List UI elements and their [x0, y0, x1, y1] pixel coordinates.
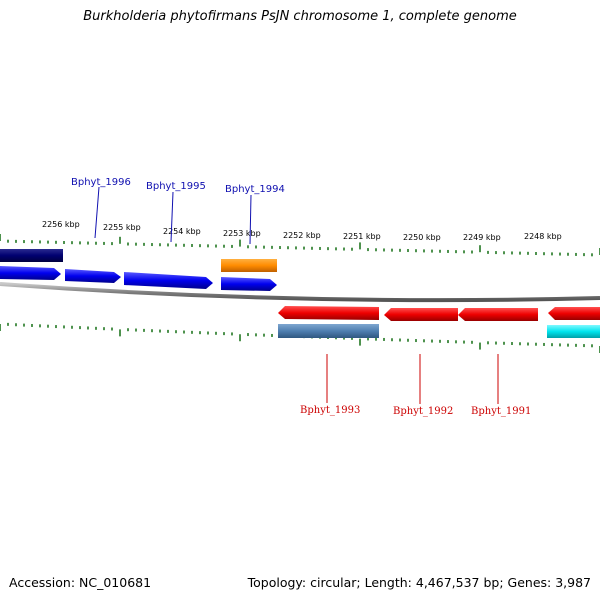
- gene-label-bphyt-1993[interactable]: Bphyt_1993: [300, 405, 360, 416]
- scale-label-2249: 2249 kbp: [463, 233, 501, 242]
- gene-forward-arrow-1[interactable]: [0, 266, 61, 280]
- leader-line-bphyt-1994: [249, 194, 252, 245]
- gene-label-bphyt-1992[interactable]: Bphyt_1992: [393, 406, 453, 417]
- gene-forward-navy[interactable]: [0, 249, 63, 262]
- accession-info: Accession: NC_010681: [9, 575, 152, 590]
- gene-forward-arrow-bphyt-1996[interactable]: [65, 269, 121, 283]
- scale-label-2254: 2254 kbp: [163, 227, 201, 236]
- gene-reverse-steelblue[interactable]: [278, 324, 379, 338]
- gene-forward-arrow-bphyt-1995[interactable]: [124, 272, 213, 289]
- map-title: Burkholderia phytofirmans PsJN chromosom…: [83, 9, 517, 24]
- scale-label-2250: 2250 kbp: [403, 233, 441, 242]
- gene-forward-orange-bphyt-1994[interactable]: [221, 259, 277, 272]
- gene-label-bphyt-1995[interactable]: Bphyt_1995: [146, 181, 206, 192]
- gene-reverse-arrow-bphyt-1992[interactable]: [384, 308, 458, 321]
- leader-line-bphyt-1996: [94, 186, 100, 239]
- gene-reverse-cyan[interactable]: [547, 325, 600, 338]
- gene-reverse-arrow-right[interactable]: [548, 307, 600, 320]
- gene-reverse-arrow-bphyt-1991[interactable]: [458, 308, 538, 321]
- scale-label-2253: 2253 kbp: [223, 229, 261, 238]
- chromosome-backbone: [0, 282, 600, 303]
- topology-info: Topology: circular; Length: 4,467,537 bp…: [247, 575, 591, 590]
- gene-label-bphyt-1991[interactable]: Bphyt_1991: [471, 406, 531, 417]
- scale-label-2251: 2251 kbp: [343, 232, 381, 241]
- gene-forward-arrow-bphyt-1994[interactable]: [221, 277, 277, 291]
- scale-label-2256: 2256 kbp: [42, 220, 80, 229]
- scale-label-2248: 2248 kbp: [524, 232, 562, 241]
- scale-label-2252: 2252 kbp: [283, 231, 321, 240]
- forward-scale-ticks: [0, 234, 600, 257]
- leader-line-bphyt-1995: [170, 191, 174, 243]
- gene-label-bphyt-1994[interactable]: Bphyt_1994: [225, 184, 285, 195]
- gene-reverse-arrow-bphyt-1993[interactable]: [278, 306, 379, 320]
- scale-label-2255: 2255 kbp: [103, 223, 141, 232]
- gene-label-bphyt-1996[interactable]: Bphyt_1996: [71, 177, 131, 188]
- reverse-scale-ticks: [0, 322, 600, 353]
